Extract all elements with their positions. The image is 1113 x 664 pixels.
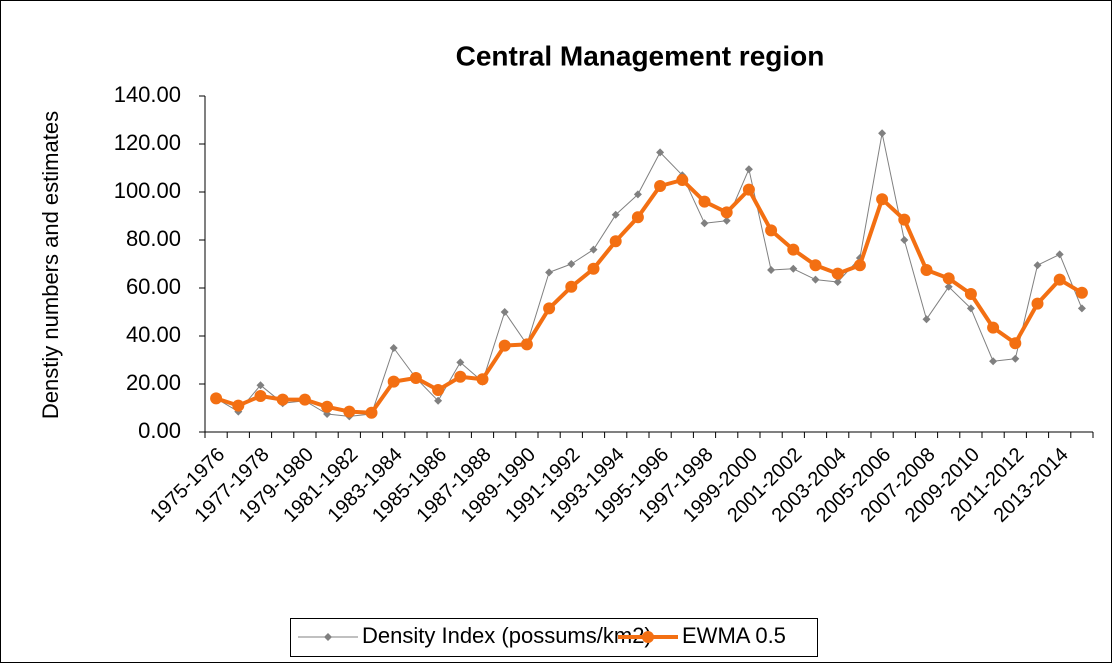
y-tick-label: 80.00 (126, 226, 181, 251)
data-point (545, 268, 554, 277)
data-point (210, 392, 223, 405)
data-point (609, 235, 622, 248)
data-point (298, 393, 311, 406)
data-point (900, 236, 909, 244)
series-line (215, 132, 1083, 417)
y-tick-label: 20.00 (126, 370, 181, 395)
data-point (276, 393, 289, 406)
data-point (611, 210, 620, 219)
data-point (1033, 261, 1042, 270)
data-point (500, 308, 509, 316)
data-point (387, 375, 400, 388)
data-point (989, 357, 998, 366)
data-point (587, 262, 600, 275)
data-point (1075, 286, 1088, 299)
data-point (676, 174, 689, 186)
data-point (589, 245, 598, 254)
data-point (365, 406, 378, 419)
data-point (789, 264, 798, 273)
data-point (942, 272, 955, 285)
data-point (922, 315, 931, 324)
data-point (631, 211, 644, 224)
data-point (409, 372, 422, 384)
data-point (565, 280, 578, 293)
y-axis-label: Denstiy numbers and estimates (38, 111, 63, 419)
data-point (720, 206, 733, 219)
data-point (722, 216, 731, 225)
data-point (987, 321, 1000, 334)
data-point (765, 224, 778, 237)
data-point (966, 304, 975, 313)
legend-marker (324, 633, 332, 641)
data-point (567, 260, 576, 268)
data-point (833, 278, 842, 286)
series-line (215, 178, 1083, 415)
data-point (520, 338, 533, 351)
data-point (232, 399, 245, 412)
y-tick-label: 140.00 (114, 82, 181, 107)
data-point (1011, 354, 1020, 363)
data-point (434, 396, 443, 405)
data-point (543, 302, 556, 315)
chart-title: Central Management region (456, 40, 825, 71)
y-tick-label: 0.00 (138, 418, 181, 443)
data-point (321, 400, 334, 413)
data-point (254, 390, 267, 402)
data-point (633, 190, 642, 199)
data-point (256, 381, 265, 390)
data-point (343, 405, 356, 418)
data-point (898, 213, 911, 226)
data-point (1031, 297, 1044, 310)
data-point (920, 264, 933, 276)
data-point (878, 129, 887, 138)
data-point (742, 183, 755, 196)
data-point (1077, 304, 1086, 313)
data-point (654, 180, 667, 192)
data-point (944, 282, 953, 291)
y-tick-label: 100.00 (114, 178, 181, 203)
data-point (389, 344, 398, 352)
legend-marker (642, 631, 654, 643)
data-point (432, 384, 445, 396)
data-point (811, 275, 820, 284)
data-point (787, 243, 800, 256)
legend-label: Density Index (possums/km2) (362, 623, 652, 648)
y-tick-label: 120.00 (114, 130, 181, 155)
data-point (700, 219, 709, 228)
data-point (656, 148, 665, 157)
data-point (853, 259, 866, 272)
y-tick-label: 60.00 (126, 274, 181, 299)
data-point (964, 288, 977, 300)
data-point (1053, 273, 1066, 286)
data-point (876, 193, 889, 206)
data-point (454, 370, 467, 383)
data-point (476, 373, 489, 386)
data-point (1055, 250, 1064, 259)
legend-label: EWMA 0.5 (682, 623, 786, 648)
data-point (1009, 337, 1022, 350)
data-point (767, 266, 776, 274)
data-point (744, 165, 753, 174)
legend-box (290, 618, 818, 657)
y-tick-label: 40.00 (126, 322, 181, 347)
data-point (809, 259, 822, 272)
data-point (831, 267, 844, 280)
data-point (456, 358, 465, 367)
data-point (498, 339, 511, 352)
data-point (698, 195, 711, 208)
